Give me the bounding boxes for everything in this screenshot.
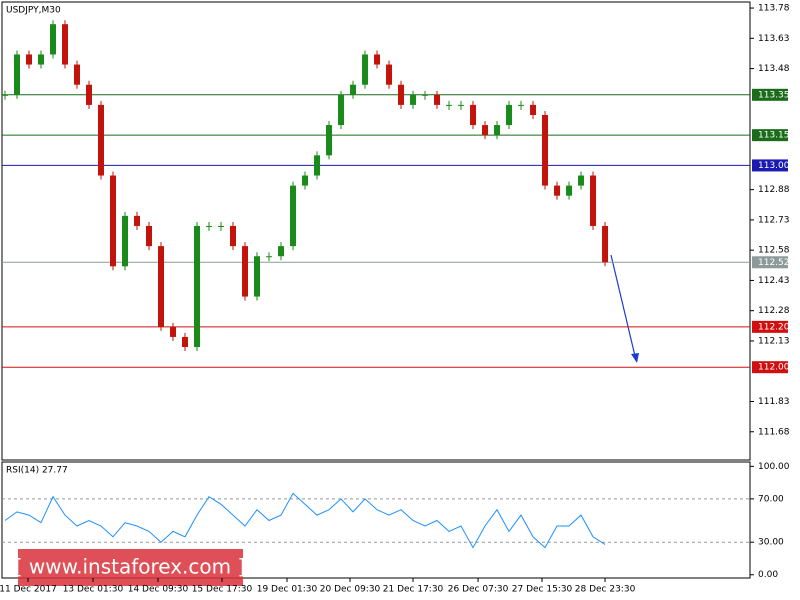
y-tick-label: 0.00 (758, 570, 778, 580)
y-tick-label: 70.00 (758, 494, 784, 504)
y-tick-label: 113.78 (758, 4, 790, 14)
candle (146, 225, 153, 247)
candle (2, 94, 9, 96)
watermark: [ www.instaforex.com ] (15, 555, 246, 579)
forecast-arrow (610, 254, 636, 357)
candle (554, 185, 561, 196)
y-tick-label: 113.48 (758, 64, 790, 74)
candle (182, 336, 189, 348)
y-tick-label: 111.83 (758, 397, 790, 407)
y-tick-label: 112.28 (758, 306, 790, 316)
x-tick-label: 11 Dec 2017 (0, 585, 57, 595)
arrow-head (631, 353, 639, 363)
level-label: 113.15 (758, 131, 790, 141)
candle (302, 175, 309, 186)
level-label-box (752, 88, 788, 101)
candle (398, 84, 405, 105)
candle (542, 114, 549, 186)
level-label: 112.20 (758, 322, 790, 332)
candle (494, 125, 501, 136)
candle (422, 94, 429, 96)
candle (530, 104, 537, 115)
candle (470, 104, 477, 126)
x-tick-label: 21 Dec 17:30 (383, 585, 444, 595)
candle (566, 185, 573, 196)
candle (326, 125, 333, 156)
x-tick-label: 20 Dec 09:30 (320, 585, 381, 595)
candle (62, 24, 69, 65)
candle (122, 215, 129, 267)
candle (290, 185, 297, 247)
candle (578, 175, 585, 186)
x-tick-label: 15 Dec 17:30 (192, 585, 253, 595)
y-tick-label: 111.68 (758, 427, 790, 437)
candle (506, 104, 513, 126)
candle (206, 225, 213, 227)
chart-title: USDJPY,M30 (6, 6, 61, 16)
candle (590, 175, 597, 226)
level-label-box (752, 159, 788, 172)
candle (446, 104, 453, 106)
x-tick-label: 14 Dec 09:30 (128, 585, 189, 595)
candle (518, 104, 525, 106)
y-tick-label: 112.58 (758, 246, 790, 256)
y-tick-label: 112.88 (758, 185, 790, 195)
candle (338, 94, 345, 126)
watermark-box (18, 549, 243, 586)
candle (350, 84, 357, 95)
level-label: 112.52 (758, 258, 790, 268)
candle (314, 155, 321, 176)
candle (26, 54, 33, 65)
candle (50, 24, 57, 55)
candle (266, 256, 273, 258)
level-label-box (752, 320, 788, 333)
candle (98, 104, 105, 176)
candle (362, 54, 369, 85)
candle (242, 246, 249, 297)
level-label: 113.00 (758, 161, 790, 171)
candle (374, 54, 381, 65)
candle (158, 246, 165, 327)
candle (86, 84, 93, 105)
candle (482, 125, 489, 136)
y-tick-label: 112.43 (758, 276, 790, 286)
candle (410, 94, 417, 105)
y-tick-label: 100.00 (758, 462, 790, 472)
y-tick-label: 112.13 (758, 336, 790, 346)
candle (278, 246, 285, 257)
level-label-box (752, 361, 788, 374)
candle (230, 225, 237, 247)
candle (218, 225, 225, 227)
candle (14, 54, 21, 95)
level-label-box (752, 129, 788, 142)
candle (170, 326, 177, 337)
x-tick-label: 13 Dec 01:30 (63, 585, 124, 595)
price-panel (1, 1, 751, 461)
candle (386, 64, 393, 85)
rsi-title: RSI(14) 27.77 (6, 466, 68, 476)
x-tick-label: 27 Dec 15:30 (512, 585, 573, 595)
x-tick-label: 28 Dec 23:30 (575, 585, 636, 595)
x-tick-label: 26 Dec 07:30 (448, 585, 509, 595)
level-label: 112.00 (758, 363, 790, 373)
level-label: 113.35 (758, 90, 790, 100)
candle (434, 94, 441, 105)
candle (254, 256, 261, 297)
rsi-panel (1, 461, 751, 579)
x-tick-label: 19 Dec 01:30 (257, 585, 318, 595)
candle (458, 104, 465, 106)
candle (110, 175, 117, 267)
y-tick-label: 112.73 (758, 215, 790, 225)
candle (38, 54, 45, 65)
candle (602, 225, 609, 263)
candle (194, 225, 201, 348)
y-tick-label: 113.63 (758, 34, 790, 44)
candle (134, 215, 141, 226)
candle (74, 64, 81, 85)
y-tick-label: 30.00 (758, 538, 784, 548)
level-label-box (752, 256, 788, 269)
rsi-line (4, 492, 606, 549)
